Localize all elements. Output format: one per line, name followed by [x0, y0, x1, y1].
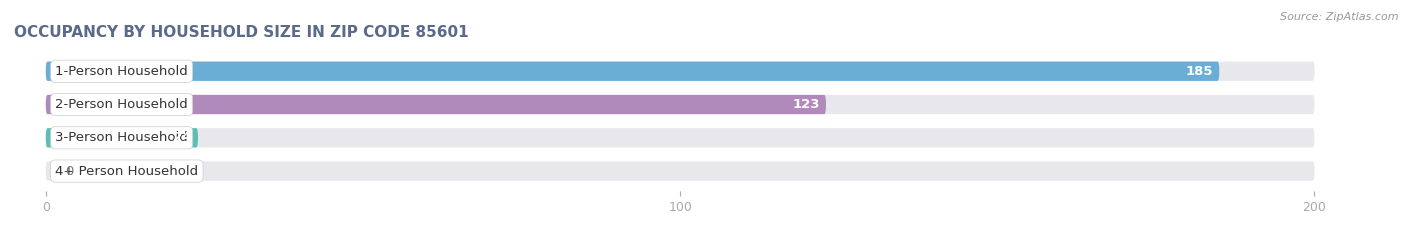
Text: 123: 123: [792, 98, 820, 111]
Text: 24: 24: [173, 131, 191, 144]
FancyBboxPatch shape: [46, 62, 1219, 81]
Text: 4+ Person Household: 4+ Person Household: [55, 164, 198, 178]
Text: 185: 185: [1185, 65, 1213, 78]
Text: 1-Person Household: 1-Person Household: [55, 65, 188, 78]
FancyBboxPatch shape: [46, 95, 825, 114]
Text: OCCUPANCY BY HOUSEHOLD SIZE IN ZIP CODE 85601: OCCUPANCY BY HOUSEHOLD SIZE IN ZIP CODE …: [14, 25, 468, 40]
FancyBboxPatch shape: [46, 161, 1315, 181]
Text: 2-Person Household: 2-Person Household: [55, 98, 188, 111]
Text: 0: 0: [65, 164, 73, 178]
Text: 3-Person Household: 3-Person Household: [55, 131, 188, 144]
FancyBboxPatch shape: [46, 62, 1315, 81]
FancyBboxPatch shape: [46, 128, 1315, 147]
Text: Source: ZipAtlas.com: Source: ZipAtlas.com: [1281, 12, 1399, 22]
FancyBboxPatch shape: [46, 128, 198, 147]
FancyBboxPatch shape: [46, 95, 1315, 114]
